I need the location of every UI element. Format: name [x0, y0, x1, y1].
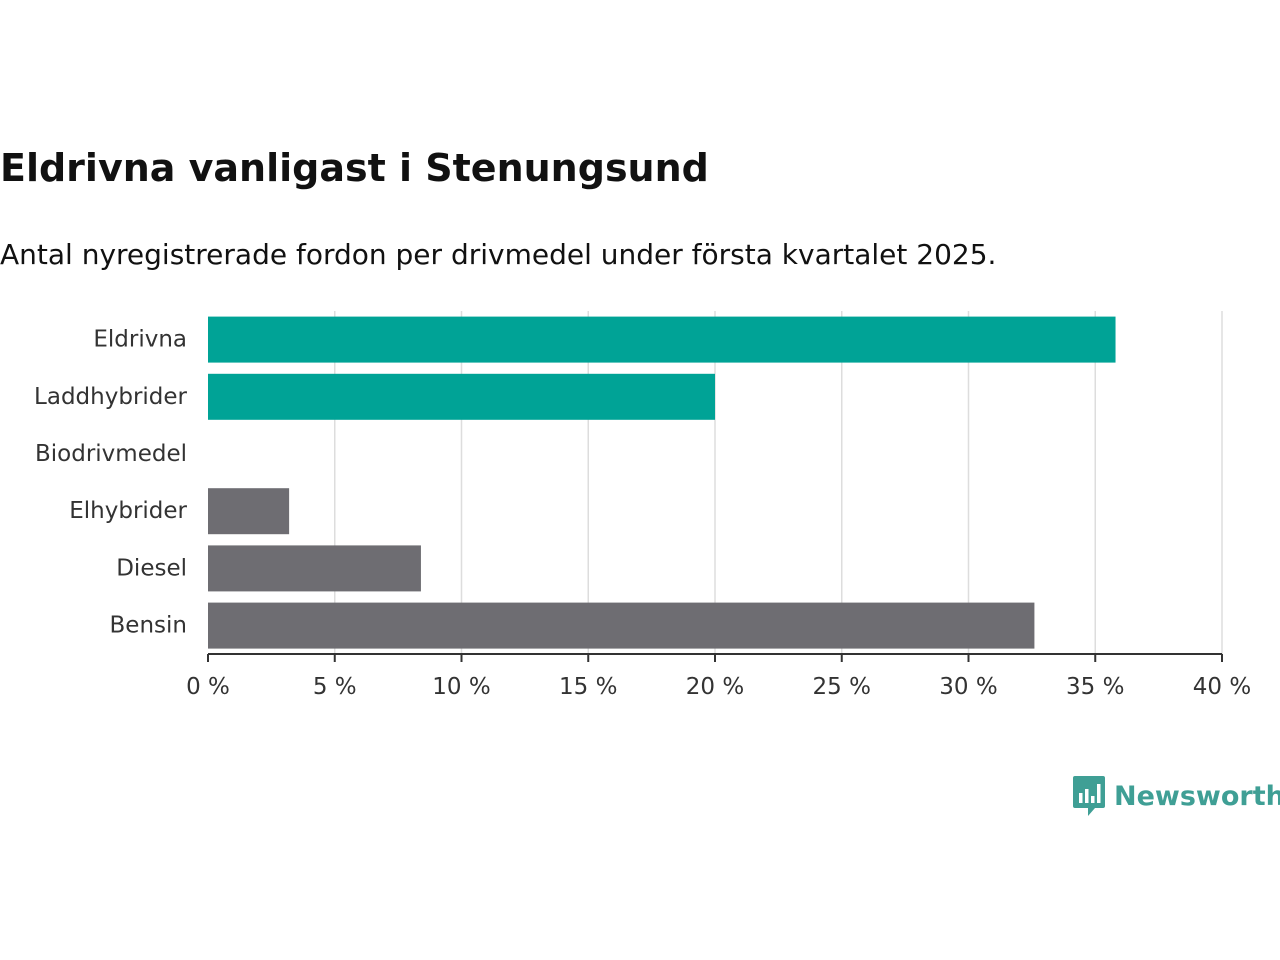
- newsworthy-logo-icon: [1073, 776, 1105, 816]
- category-label: Laddhybrider: [34, 384, 187, 410]
- x-tick-label: 10 %: [432, 674, 490, 700]
- category-labels: Eldrivna Laddhybrider Biodrivmedel Elhybrid…: [34, 327, 187, 639]
- bar-chart: Eldrivna Laddhybrider Biodrivmedel Elhybrid…: [34, 311, 1251, 700]
- category-label: Bensin: [110, 613, 187, 639]
- bar-laddhybrider: [208, 373, 715, 420]
- x-tick-label: 25 %: [813, 674, 871, 700]
- brand-name: Newsworthy: [1114, 780, 1280, 812]
- bars: [208, 316, 1116, 649]
- category-label: Diesel: [116, 555, 187, 581]
- x-tick-label: 40 %: [1193, 674, 1251, 700]
- x-tick-label: 20 %: [686, 674, 744, 700]
- x-tick-label: 5 %: [313, 674, 357, 700]
- bar-diesel: [208, 545, 421, 592]
- x-tick-label: 15 %: [559, 674, 617, 700]
- chart-title: Eldrivna vanligast i Stenungsund: [0, 146, 709, 190]
- category-label: Biodrivmedel: [35, 441, 187, 467]
- bar-bensin: [208, 602, 1035, 649]
- chart-subtitle: Antal nyregistrerade fordon per drivmede…: [0, 238, 997, 271]
- x-tick-label: 30 %: [939, 674, 997, 700]
- category-label: Elhybrider: [69, 498, 187, 524]
- brand: Newsworthy: [1072, 775, 1280, 817]
- x-tick-labels: 0 % 5 % 10 % 15 % 20 % 25 % 30 % 35 % 40 %: [186, 674, 1251, 700]
- bar-elhybrider: [208, 488, 290, 535]
- x-tick-label: 0 %: [186, 674, 230, 700]
- bar-eldrivna: [208, 316, 1116, 363]
- x-tick-label: 35 %: [1066, 674, 1124, 700]
- x-axis: [207, 653, 1223, 662]
- category-label: Eldrivna: [93, 327, 187, 353]
- gridlines: [334, 311, 1223, 654]
